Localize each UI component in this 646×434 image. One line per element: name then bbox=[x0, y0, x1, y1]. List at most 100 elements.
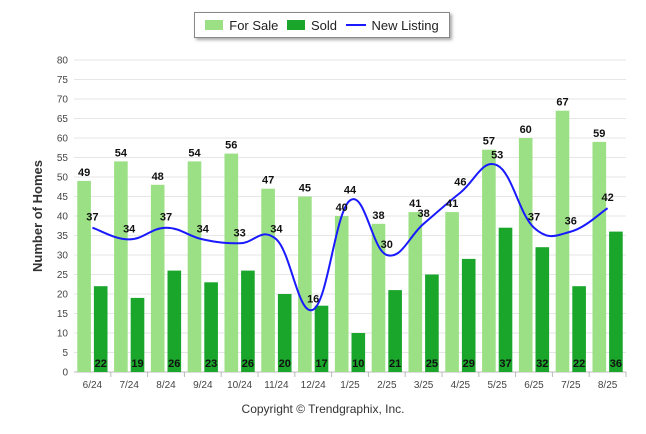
y-tick-label: 80 bbox=[57, 56, 69, 67]
legend-item-sold[interactable]: Sold bbox=[286, 17, 337, 33]
y-tick-label: 45 bbox=[57, 192, 69, 203]
y-tick-label: 70 bbox=[57, 95, 69, 106]
bar-sold[interactable] bbox=[572, 286, 586, 372]
bar-for-sale[interactable] bbox=[261, 188, 275, 372]
label-for-sale: 56 bbox=[225, 140, 237, 152]
bar-sold[interactable] bbox=[535, 247, 550, 372]
label-new-listing: 37 bbox=[528, 212, 540, 224]
bar-sold[interactable] bbox=[498, 227, 513, 372]
bar-for-sale[interactable] bbox=[298, 196, 312, 373]
label-new-listing: 30 bbox=[381, 239, 393, 251]
label-for-sale: 54 bbox=[115, 147, 128, 159]
label-for-sale: 41 bbox=[446, 198, 458, 210]
bar-for-sale[interactable] bbox=[408, 212, 423, 372]
label-sold: 29 bbox=[463, 358, 475, 370]
bar-for-sale[interactable] bbox=[371, 223, 386, 372]
label-new-listing: 37 bbox=[86, 212, 98, 224]
bar-for-sale[interactable] bbox=[150, 184, 165, 372]
x-tick-label: 12/24 bbox=[301, 380, 326, 391]
new-listing-line bbox=[92, 162, 609, 312]
x-tick-label: 8/24 bbox=[156, 380, 176, 391]
chart-legend: For Sale Sold New Listing bbox=[194, 12, 450, 38]
bar-sold[interactable] bbox=[241, 270, 255, 372]
label-for-sale: 41 bbox=[409, 198, 421, 210]
y-tick-label: 75 bbox=[57, 75, 69, 86]
label-new-listing: 34 bbox=[123, 223, 136, 235]
label-new-listing: 53 bbox=[491, 149, 503, 161]
bar-for-sale[interactable] bbox=[224, 153, 239, 372]
data-labels: 49 22 54 19 48 26 54 23 56 26 47 20 45 17 40 10 38 21 41 25… bbox=[78, 97, 622, 370]
x-tick-label: 7/24 bbox=[119, 380, 139, 391]
y-tick-label: 25 bbox=[57, 270, 69, 281]
label-for-sale: 45 bbox=[299, 183, 311, 195]
label-for-sale: 57 bbox=[483, 136, 495, 148]
bar-for-sale[interactable] bbox=[482, 149, 496, 372]
bar-sold[interactable] bbox=[204, 282, 218, 372]
legend-item-for-sale[interactable]: For Sale bbox=[205, 18, 278, 33]
grid-lines bbox=[74, 59, 626, 353]
bar-sold[interactable] bbox=[388, 290, 402, 372]
label-sold: 19 bbox=[131, 358, 143, 370]
bar-sold[interactable] bbox=[351, 333, 366, 372]
x-tick-label: 6/25 bbox=[524, 380, 544, 391]
legend-label-sold: Sold bbox=[310, 17, 337, 33]
x-tick-label: 4/25 bbox=[451, 380, 471, 391]
bar-sold[interactable] bbox=[93, 286, 108, 372]
bar-for-sale[interactable] bbox=[334, 216, 349, 372]
label-for-sale: 49 bbox=[78, 167, 90, 179]
axes: 0 5 10 15 20 25 30 35 40 45 50 55 60 65 70 75 80 6/24 7/24… bbox=[57, 56, 627, 391]
y-axis-title: Number of Homes bbox=[30, 160, 45, 272]
x-tick-label: 9/24 bbox=[193, 380, 213, 391]
x-tick-label: 1/25 bbox=[340, 380, 360, 391]
new-listing-path[interactable] bbox=[92, 162, 609, 312]
label-sold: 36 bbox=[610, 358, 622, 370]
x-tick-label: 8/25 bbox=[598, 380, 618, 391]
legend-item-new-listing[interactable]: New Listing bbox=[345, 17, 439, 33]
legend-swatch-sold bbox=[286, 20, 305, 30]
label-for-sale: 54 bbox=[188, 147, 201, 159]
label-new-listing: 42 bbox=[601, 192, 613, 204]
bar-for-sale[interactable] bbox=[114, 161, 128, 372]
y-tick-label: 20 bbox=[57, 290, 69, 301]
bar-for-sale[interactable] bbox=[187, 161, 202, 372]
x-tick-label: 11/24 bbox=[264, 380, 289, 391]
legend-swatch-new-listing bbox=[345, 24, 366, 26]
x-tick-label: 3/25 bbox=[414, 380, 434, 391]
bar-sold[interactable] bbox=[425, 274, 439, 373]
bar-sold[interactable] bbox=[277, 294, 292, 372]
bar-sold[interactable] bbox=[609, 231, 623, 372]
bar-for-sale[interactable] bbox=[445, 212, 459, 372]
label-new-listing: 34 bbox=[197, 223, 210, 235]
label-sold: 23 bbox=[205, 358, 217, 370]
label-sold: 20 bbox=[279, 358, 291, 370]
bar-for-sale[interactable] bbox=[77, 180, 91, 372]
bar-sold[interactable] bbox=[167, 270, 182, 372]
bar-for-sale[interactable] bbox=[592, 141, 607, 372]
bar-sold[interactable] bbox=[314, 305, 329, 372]
x-tick-label: 2/25 bbox=[377, 380, 397, 391]
y-tick-label: 40 bbox=[57, 212, 69, 223]
label-sold: 25 bbox=[426, 358, 438, 370]
y-tick-label: 15 bbox=[57, 309, 69, 320]
y-tick-label: 65 bbox=[57, 114, 69, 125]
legend-label-new-listing: New Listing bbox=[371, 17, 439, 33]
x-tick-label: 7/25 bbox=[561, 380, 581, 391]
label-sold: 26 bbox=[242, 358, 254, 370]
label-new-listing: 16 bbox=[307, 294, 319, 306]
label-for-sale: 67 bbox=[556, 97, 568, 109]
x-tick-label: 10/24 bbox=[227, 380, 252, 391]
bar-for-sale[interactable] bbox=[518, 138, 533, 372]
label-sold: 32 bbox=[536, 358, 548, 370]
y-tick-label: 60 bbox=[57, 134, 69, 145]
y-tick-label: 10 bbox=[57, 329, 69, 340]
label-for-sale: 47 bbox=[262, 175, 274, 187]
bar-sold[interactable] bbox=[130, 297, 145, 372]
label-new-listing: 37 bbox=[160, 212, 172, 224]
legend-swatch-for-sale bbox=[205, 20, 224, 30]
label-sold: 17 bbox=[315, 358, 327, 370]
y-tick-label: 30 bbox=[57, 251, 69, 262]
bar-sold[interactable] bbox=[461, 258, 476, 372]
bar-for-sale[interactable] bbox=[555, 110, 570, 372]
label-new-listing: 34 bbox=[270, 223, 283, 235]
